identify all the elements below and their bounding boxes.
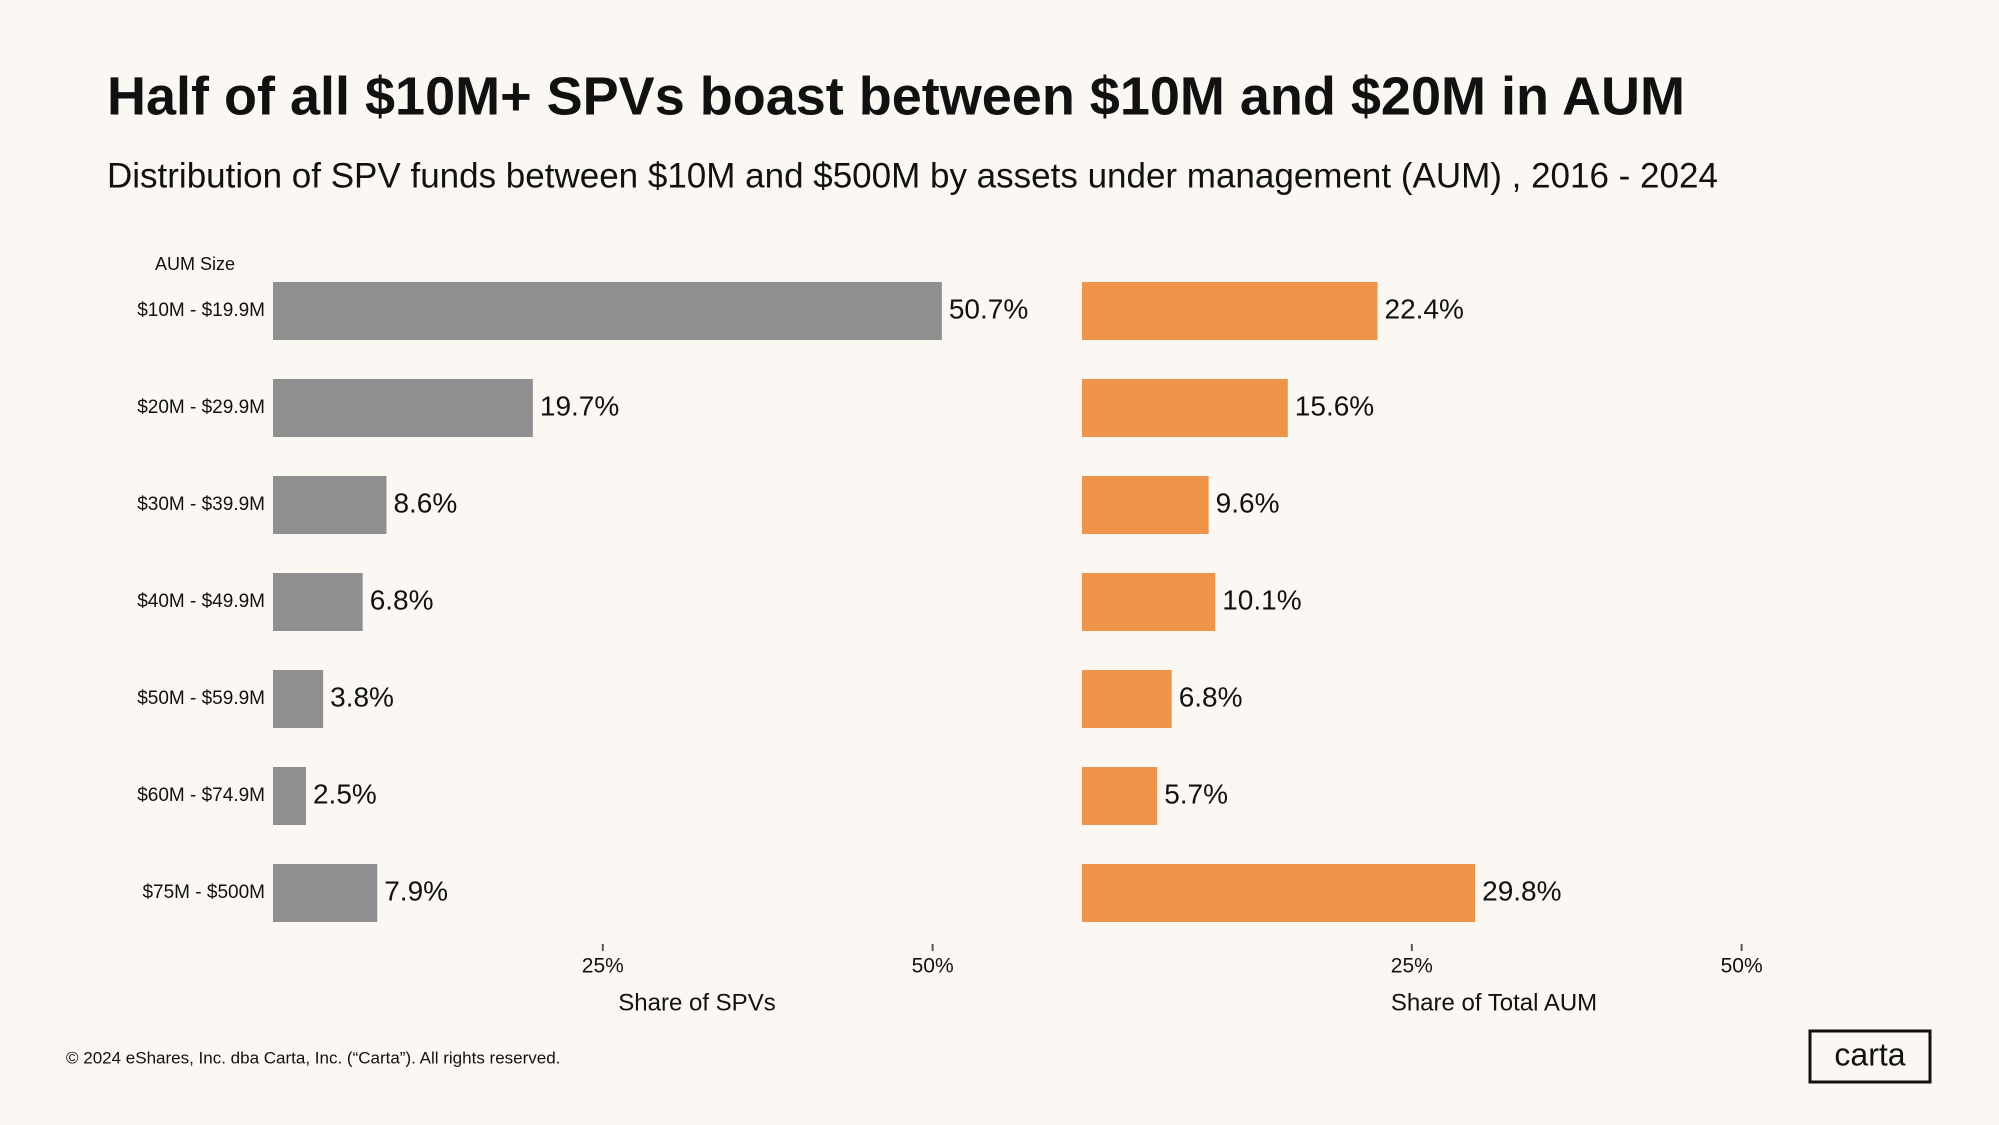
x-tick-label: 25% <box>582 955 624 978</box>
x-axis-label: Share of Total AUM <box>1391 989 1597 1016</box>
value-label: 3.8% <box>330 681 394 712</box>
bar <box>273 282 942 340</box>
x-tick-label: 50% <box>912 955 954 978</box>
bar <box>1082 767 1158 825</box>
category-label: $60M - $74.9M <box>137 785 265 806</box>
bar <box>1082 476 1209 534</box>
title: Half of all $10M+ SPVs boast between $10… <box>107 66 1685 126</box>
bar <box>273 864 378 922</box>
category-label: $40M - $49.9M <box>137 591 265 612</box>
category-label: $75M - $500M <box>142 882 265 903</box>
value-label: 2.5% <box>313 778 377 809</box>
value-label: 6.8% <box>370 584 434 615</box>
value-label: 5.7% <box>1164 778 1228 809</box>
bar <box>273 476 387 534</box>
x-tick-label: 25% <box>1391 955 1433 978</box>
value-label: 8.6% <box>393 487 457 518</box>
value-label: 29.8% <box>1482 875 1561 906</box>
value-label: 50.7% <box>949 293 1028 324</box>
bar <box>273 767 306 825</box>
bar <box>1082 379 1288 437</box>
logo-box <box>1808 1029 1932 1084</box>
value-label: 19.7% <box>540 390 619 421</box>
bar <box>1082 282 1378 340</box>
bar <box>1082 864 1476 922</box>
category-label: $50M - $59.9M <box>137 688 265 709</box>
x-axis-label: Share of SPVs <box>618 989 775 1016</box>
category-label: $30M - $39.9M <box>137 494 265 515</box>
bar <box>1082 573 1216 631</box>
bar <box>273 670 324 728</box>
value-label: 10.1% <box>1222 584 1301 615</box>
y-axis-label: AUM Size <box>155 254 235 274</box>
value-label: 7.9% <box>384 875 448 906</box>
bar <box>273 379 533 437</box>
bar <box>1082 670 1172 728</box>
value-label: 15.6% <box>1295 390 1374 421</box>
value-label: 6.8% <box>1179 681 1243 712</box>
value-label: 22.4% <box>1385 293 1464 324</box>
footer: © 2024 eShares, Inc. dba Carta, Inc. (“C… <box>66 1048 560 1067</box>
logo: carta <box>1834 1036 1905 1072</box>
category-label: $20M - $29.9M <box>137 397 265 418</box>
x-tick-label: 50% <box>1721 955 1763 978</box>
category-label: $10M - $19.9M <box>137 300 265 321</box>
subtitle: Distribution of SPV funds between $10M a… <box>107 156 1718 195</box>
bar <box>273 573 363 631</box>
value-label: 9.6% <box>1216 487 1280 518</box>
